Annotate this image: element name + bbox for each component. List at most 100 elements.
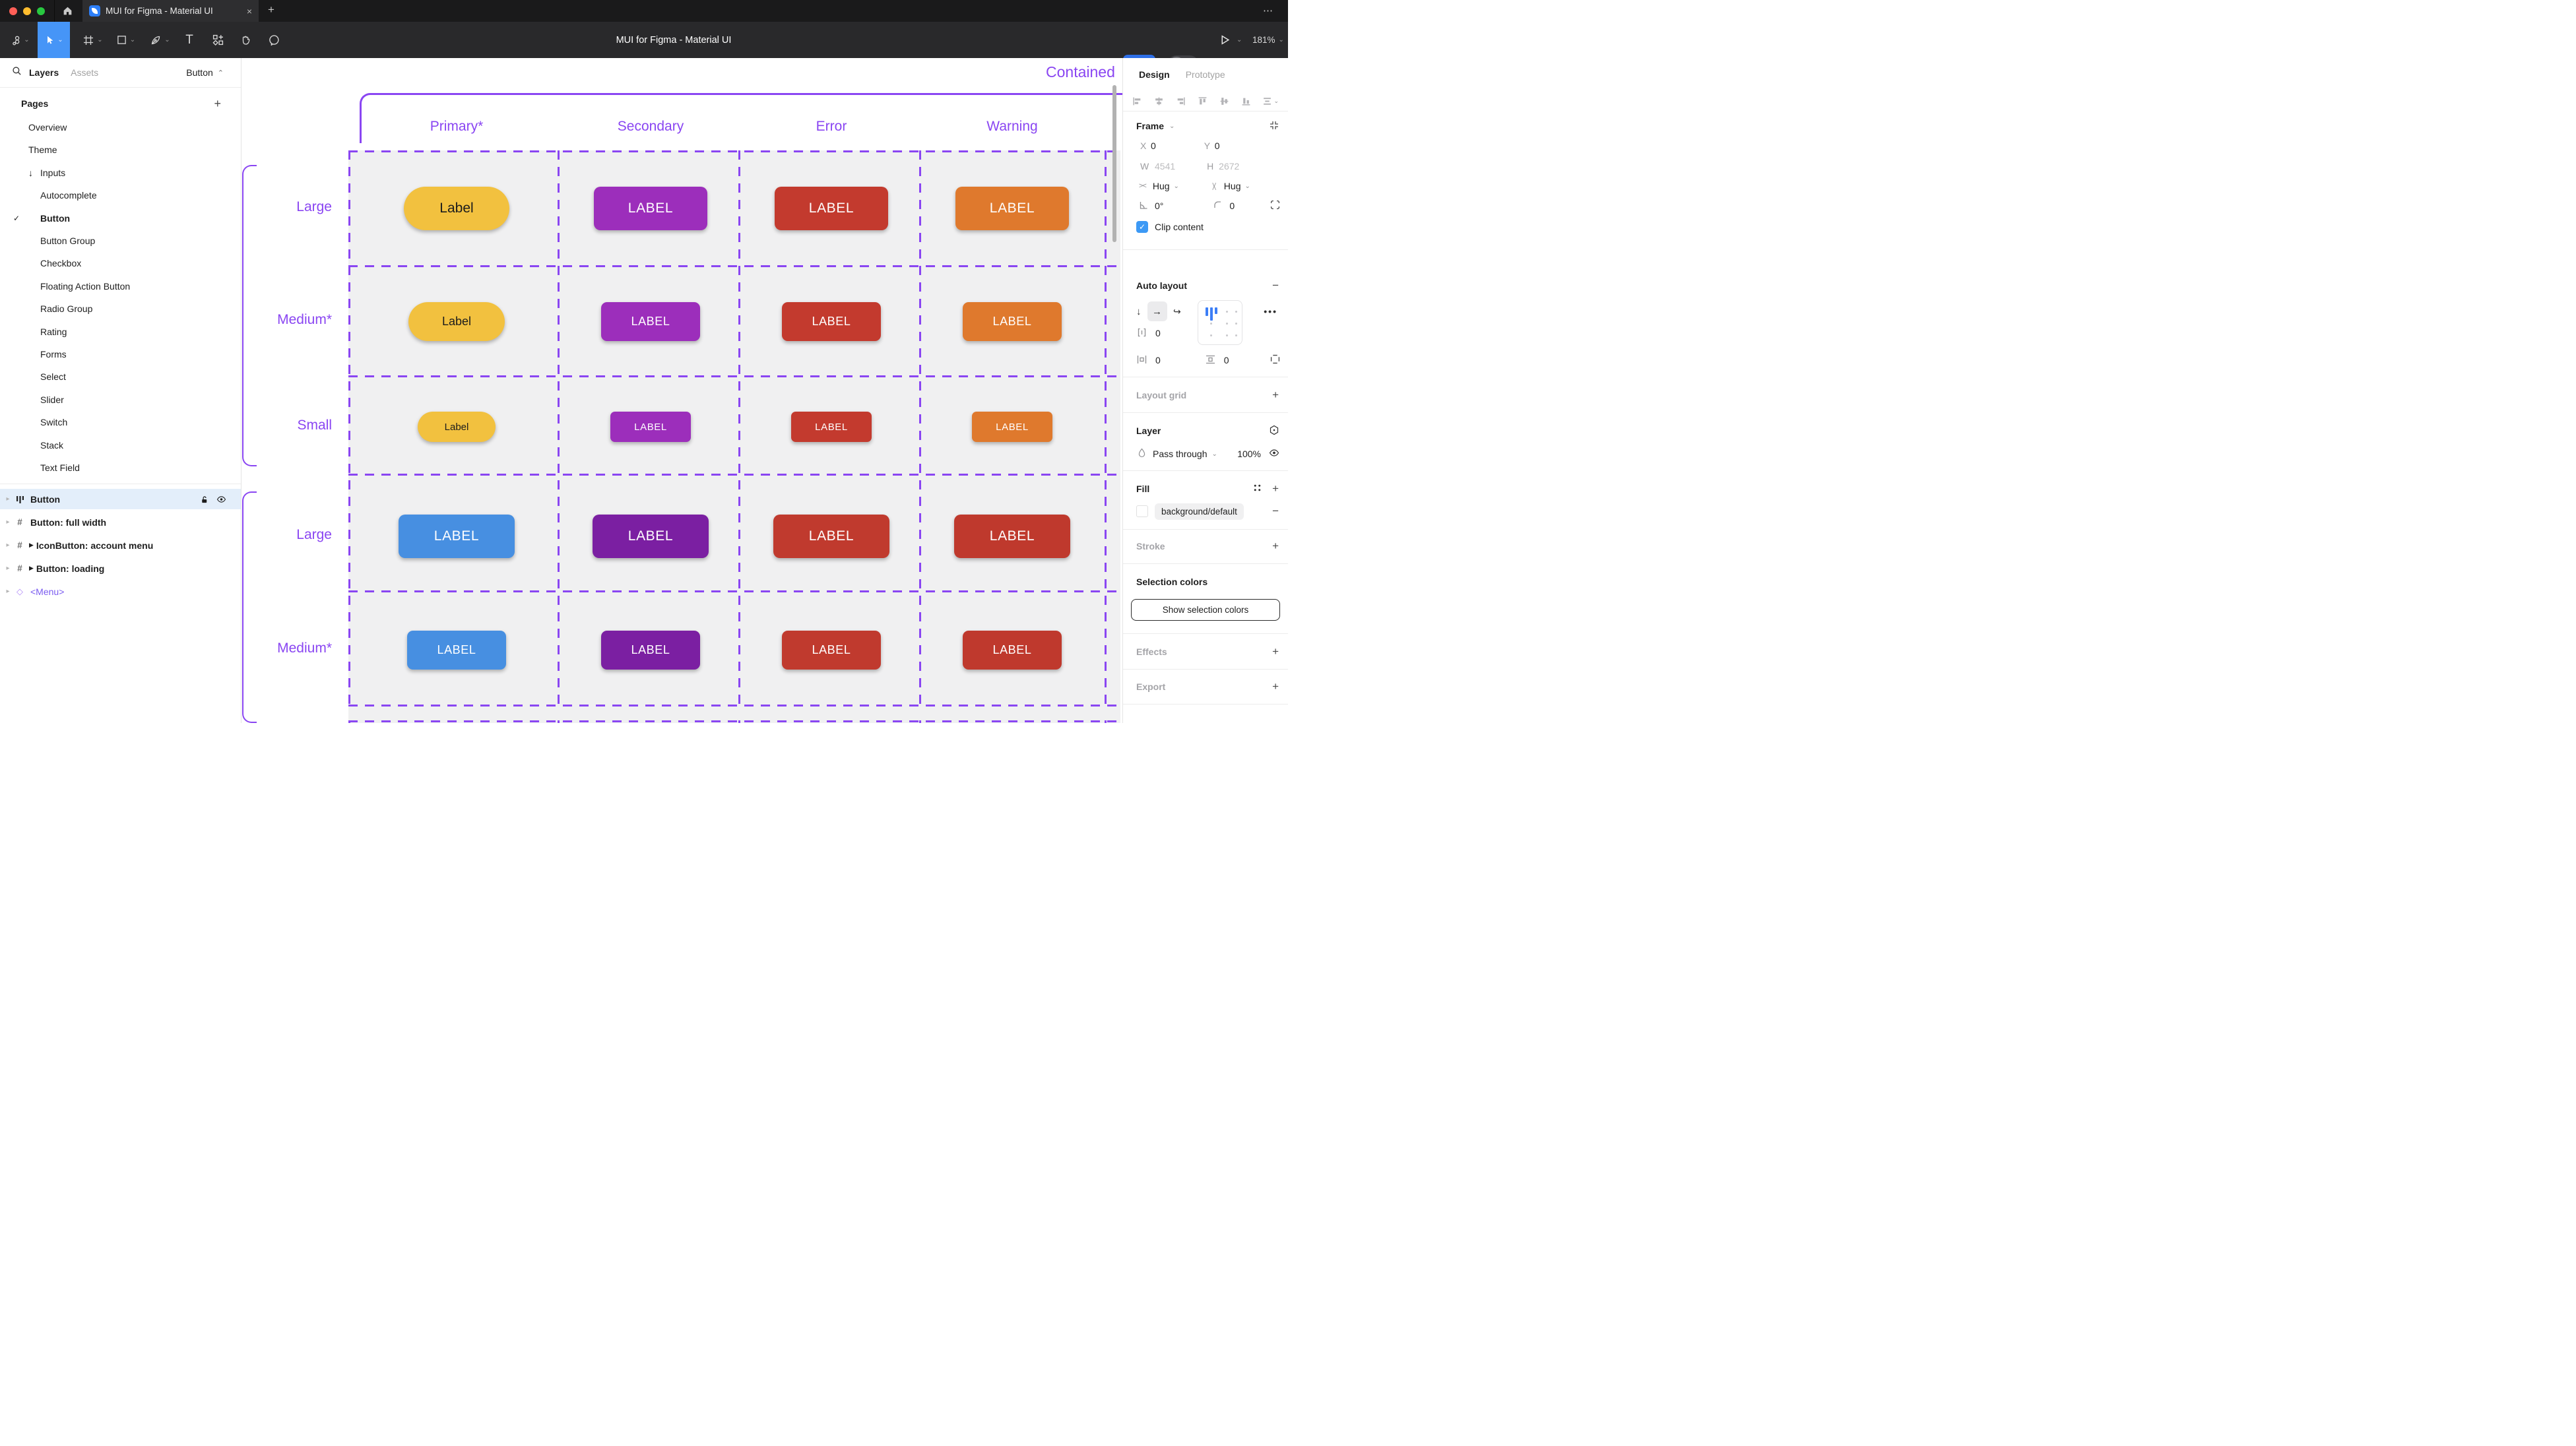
add-stroke-button[interactable]: + <box>1272 540 1279 552</box>
text-tool-button[interactable]: T <box>185 32 193 47</box>
frame-tool-button[interactable]: ⌄ <box>78 22 108 58</box>
align-horizontal-center-icon[interactable] <box>1154 96 1164 106</box>
blend-mode-value[interactable]: Pass through <box>1153 449 1208 459</box>
add-effect-button[interactable]: + <box>1272 645 1279 658</box>
canvas-button[interactable]: LABEL <box>594 187 707 230</box>
frame-section-title[interactable]: Frame <box>1136 121 1165 131</box>
canvas-button[interactable]: LABEL <box>963 630 1062 670</box>
layer-row-button-loading[interactable]: ▸ # ▶ Button: loading <box>0 558 241 579</box>
page-item-forms[interactable]: Forms <box>0 343 241 365</box>
canvas-button[interactable]: Label <box>418 412 496 442</box>
page-item-switch[interactable]: Switch <box>0 411 241 433</box>
layer-expand-caret-icon[interactable]: ▸ <box>6 495 10 503</box>
layer-expand-caret-icon[interactable]: ▸ <box>6 542 10 549</box>
canvas-button[interactable]: LABEL <box>782 630 881 670</box>
canvas-button[interactable]: LABEL <box>972 412 1052 442</box>
fill-color-swatch[interactable] <box>1136 505 1148 517</box>
canvas-scrollbar[interactable] <box>1112 85 1116 242</box>
pen-tool-button[interactable]: ⌄ <box>145 22 176 58</box>
distribute-icon[interactable]: ⌄ <box>1262 96 1279 106</box>
close-window-button[interactable] <box>9 7 17 15</box>
canvas-button[interactable]: LABEL <box>601 301 700 341</box>
search-icon[interactable] <box>12 66 22 79</box>
page-item-overview[interactable]: Overview <box>0 116 241 139</box>
align-right-icon[interactable] <box>1176 96 1186 106</box>
move-tool-button[interactable]: ⌄ <box>38 22 70 58</box>
zoom-window-button[interactable] <box>37 7 45 15</box>
padding-vertical-value[interactable]: 0 <box>1223 355 1229 365</box>
tab-layers[interactable]: Layers <box>29 67 59 78</box>
align-left-icon[interactable] <box>1132 96 1142 106</box>
canvas[interactable]: Contained Primary* Secondary Error Warning L… <box>242 58 1122 723</box>
hug-horizontal-value[interactable]: Hug <box>1152 181 1170 191</box>
remove-fill-button[interactable]: − <box>1272 505 1279 517</box>
add-page-button[interactable]: + <box>214 96 221 110</box>
x-value[interactable]: 0 <box>1151 141 1156 151</box>
layer-expand-caret-icon[interactable]: ▸ <box>6 565 10 572</box>
page-item-autocomplete[interactable]: Autocomplete <box>0 184 241 206</box>
independent-padding-icon[interactable] <box>1270 354 1280 366</box>
auto-layout-more-icon[interactable]: ••• <box>1264 306 1277 317</box>
hug-vertical-value[interactable]: Hug <box>1223 181 1241 191</box>
canvas-button[interactable]: LABEL <box>955 187 1069 230</box>
page-item-inputs[interactable]: ↓ Inputs <box>0 162 241 184</box>
show-selection-colors-button[interactable]: Show selection colors <box>1131 599 1280 621</box>
collapse-frame-icon[interactable] <box>1270 121 1279 132</box>
height-value[interactable]: 2672 <box>1219 161 1240 172</box>
clip-content-checkbox[interactable]: ✓ <box>1136 221 1148 233</box>
shape-tool-button[interactable]: ⌄ <box>111 22 141 58</box>
page-item-checkbox[interactable]: Checkbox <box>0 252 241 274</box>
page-item-stack[interactable]: Stack <box>0 434 241 456</box>
fill-token-chip[interactable]: background/default <box>1155 503 1244 520</box>
page-item-rating[interactable]: Rating <box>0 321 241 343</box>
page-item-floating-action-button[interactable]: Floating Action Button <box>0 275 241 298</box>
visibility-eye-icon[interactable] <box>1269 449 1279 459</box>
y-value[interactable]: 0 <box>1214 141 1220 151</box>
add-export-button[interactable]: + <box>1272 680 1279 693</box>
align-bottom-icon[interactable] <box>1241 96 1251 106</box>
independent-corners-icon[interactable] <box>1270 200 1280 212</box>
tab-prototype[interactable]: Prototype <box>1185 69 1225 80</box>
gap-value[interactable]: 0 <box>1155 328 1161 338</box>
canvas-button[interactable]: LABEL <box>791 412 872 442</box>
add-layout-grid-button[interactable]: + <box>1272 389 1279 401</box>
file-tab[interactable]: MUI for Figma - Material UI × <box>82 0 259 22</box>
minimize-window-button[interactable] <box>23 7 31 15</box>
align-vertical-center-icon[interactable] <box>1219 96 1229 106</box>
layout-vertical-icon[interactable]: ↓ <box>1136 305 1142 317</box>
window-more-icon[interactable]: ⋯ <box>1263 5 1273 16</box>
layer-row--menu-[interactable]: ▸ ◇ <Menu> <box>0 581 241 602</box>
remove-auto-layout-button[interactable]: − <box>1272 279 1279 292</box>
present-button[interactable] <box>1219 34 1231 49</box>
new-tab-button[interactable]: + <box>268 3 274 16</box>
page-item-radio-group[interactable]: Radio Group <box>0 298 241 320</box>
page-item-text-field[interactable]: Text Field <box>0 456 241 479</box>
tab-close-icon[interactable]: × <box>246 5 252 16</box>
page-item-slider[interactable]: Slider <box>0 389 241 411</box>
layer-row-button[interactable]: ▸ Button <box>0 489 241 509</box>
page-item-select[interactable]: Select <box>0 365 241 388</box>
canvas-button[interactable]: LABEL <box>610 412 691 442</box>
canvas-button[interactable]: LABEL <box>593 515 709 558</box>
opacity-value[interactable]: 100% <box>1237 449 1261 459</box>
zoom-menu[interactable]: 181% ⌄ <box>1252 22 1284 58</box>
instance-triangle-icon[interactable]: ▶ <box>29 542 34 548</box>
corner-radius-value[interactable]: 0 <box>1229 201 1235 211</box>
page-item-button[interactable]: ✓ Button <box>0 207 241 230</box>
main-menu-button[interactable]: ⌄ <box>7 22 34 58</box>
component-jump-menu[interactable]: Button ⌃ <box>186 67 224 78</box>
unlock-icon[interactable] <box>200 495 209 504</box>
alignment-widget[interactable] <box>1198 300 1242 345</box>
padding-horizontal-value[interactable]: 0 <box>1155 355 1161 365</box>
layer-expand-caret-icon[interactable]: ▸ <box>6 588 10 595</box>
width-value[interactable]: 4541 <box>1155 161 1176 172</box>
component-hexagon-icon[interactable] <box>1269 425 1279 437</box>
canvas-button[interactable]: LABEL <box>963 301 1062 341</box>
add-fill-button[interactable]: + <box>1272 482 1279 495</box>
canvas-button[interactable]: Label <box>404 187 509 230</box>
fill-styles-icon[interactable] <box>1253 484 1262 494</box>
tab-design[interactable]: Design <box>1139 69 1170 80</box>
chevron-down-icon[interactable]: ⌄ <box>1237 36 1242 44</box>
resources-tool-button[interactable] <box>207 22 228 58</box>
align-top-icon[interactable] <box>1198 96 1208 106</box>
